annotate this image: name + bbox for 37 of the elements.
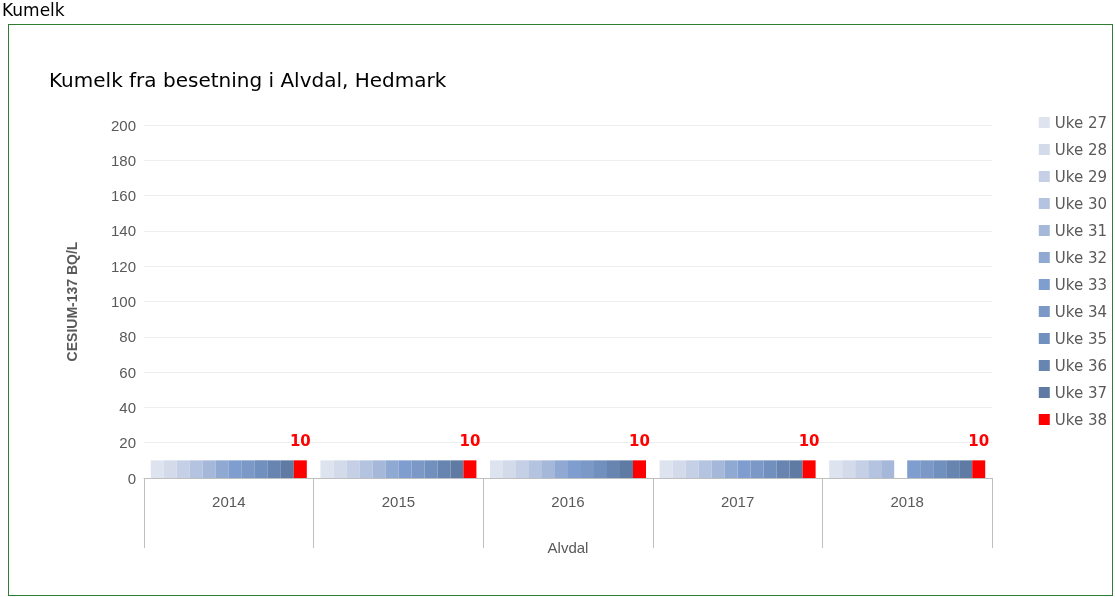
data-label: 10 <box>289 431 311 450</box>
y-axis-title: CESIUM-137 BQ/L <box>64 241 80 362</box>
legend-label: Uke 32 <box>1054 248 1107 267</box>
legend-label: Uke 36 <box>1054 356 1107 375</box>
y-tick-label: 0 <box>127 469 136 487</box>
data-label: 10 <box>629 431 650 450</box>
y-tick-label: 200 <box>110 116 136 134</box>
y-tick-label: 20 <box>119 434 136 452</box>
legend-label: Uke 29 <box>1054 167 1107 186</box>
y-tick-label: 40 <box>119 398 136 416</box>
data-label: 10 <box>798 431 820 450</box>
legend-label: Uke 27 <box>1054 113 1107 132</box>
legend-label: Uke 33 <box>1054 275 1107 294</box>
text: Kumelk <box>2 0 65 20</box>
legend-label: Uke 34 <box>1054 302 1107 321</box>
legend-label: Uke 35 <box>1054 329 1107 348</box>
x-tick-label: 2015 <box>381 493 416 510</box>
x-tick-label: 2014 <box>212 493 246 510</box>
x-tick-label: 2017 <box>720 493 755 510</box>
legend-label: Uke 37 <box>1054 383 1107 402</box>
data-label: 10 <box>459 431 481 450</box>
y-tick-label: 60 <box>119 363 136 381</box>
legend-label: Uke 38 <box>1054 410 1107 429</box>
legend-label: Uke 28 <box>1054 140 1107 159</box>
y-tick-label: 80 <box>119 328 136 346</box>
y-tick-label: 120 <box>110 257 136 275</box>
y-tick-label: 140 <box>110 222 136 240</box>
legend-label: Uke 31 <box>1054 221 1107 240</box>
x-tick-label: 2018 <box>890 493 924 510</box>
y-tick-label: 160 <box>110 187 136 205</box>
chart-title: Kumelk fra besetning i Alvdal, Hedmark <box>49 68 447 92</box>
y-tick-label: 180 <box>110 151 136 169</box>
y-tick-label: 100 <box>110 293 136 310</box>
legend-label: Uke 30 <box>1054 194 1107 213</box>
data-label: 10 <box>968 431 990 450</box>
x-tick-label: 2016 <box>551 493 585 510</box>
x-axis-title: Alvdal <box>547 539 589 556</box>
